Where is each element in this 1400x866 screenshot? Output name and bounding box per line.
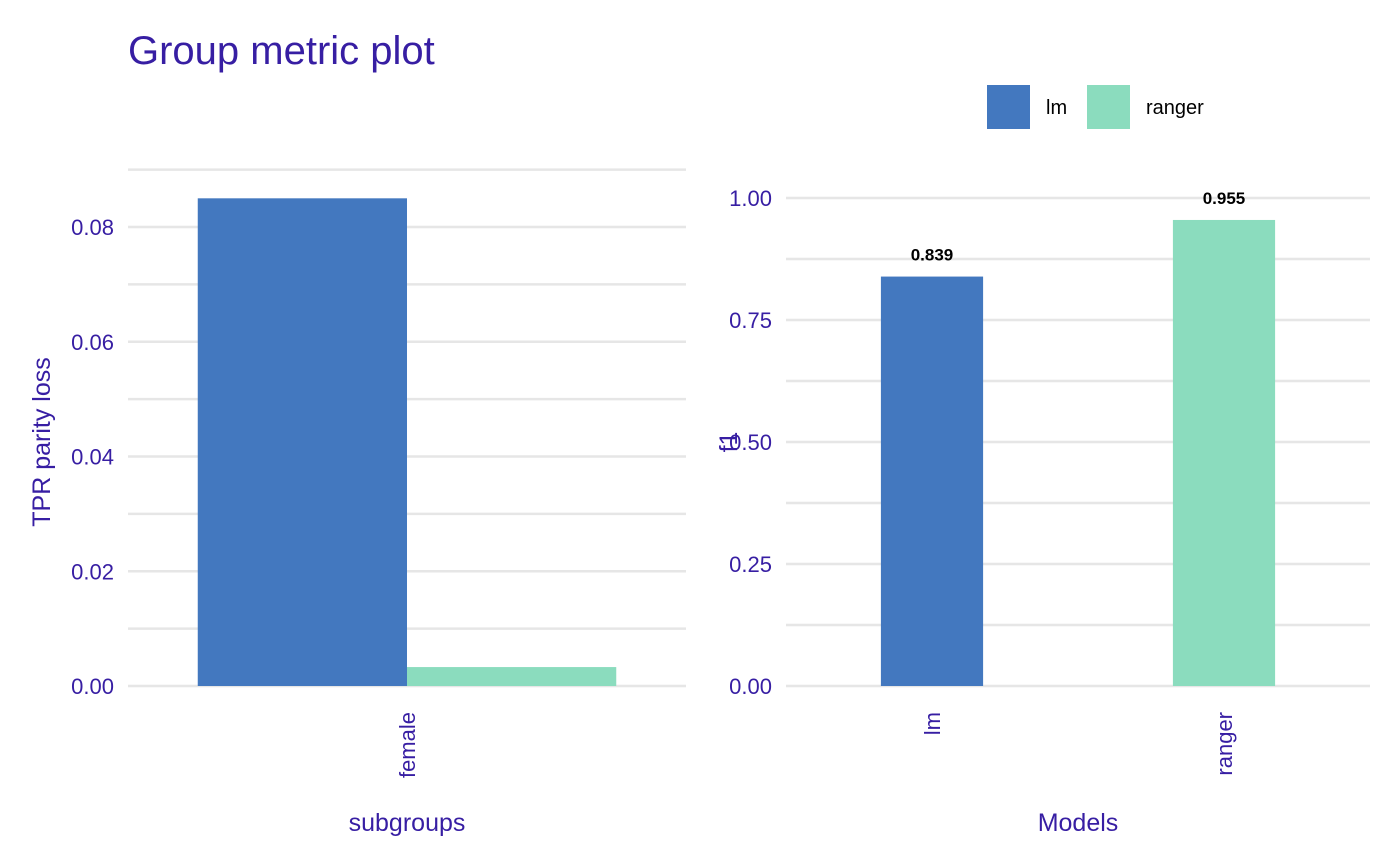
legend-swatch-lm [987,85,1030,129]
bar-lm [880,276,984,686]
y-tick-label: 0.02 [71,559,114,584]
y-tick-label: 1.00 [729,186,772,211]
y-tick-label: 0.25 [729,552,772,577]
y-tick-label: 0.50 [729,430,772,455]
y-tick-label: 0.00 [729,674,772,699]
x-axis-title: subgroups [349,809,466,837]
bar-ranger [1172,219,1276,686]
bar-lm [197,198,407,686]
y-tick-label: 0.04 [71,445,114,470]
x-tick-label: lm [920,712,945,735]
tpr-parity-loss-panel: 0.00 0.02 0.04 0.06 0.08 female TPR parity los… [28,168,686,837]
x-tick-label: female [395,712,420,778]
y-axis-title: f1 [715,432,743,453]
y-tick-label: 0.75 [729,308,772,333]
legend-label-lm: lm [1046,97,1067,119]
x-tick-label: ranger [1212,712,1237,776]
data-label-lm: 0.839 [911,246,954,265]
x-axis-title: Models [1038,809,1119,837]
y-tick-label: 0.08 [71,215,114,240]
data-label-ranger: 0.955 [1203,189,1246,208]
bar-ranger [407,667,617,686]
y-tick-label: 0.06 [71,330,114,355]
legend-label-ranger: ranger [1146,97,1204,119]
y-tick-label: 0.00 [71,674,114,699]
f1-panel: 0.00 0.25 0.50 0.75 1.00 0.839 lm 0.955 ranger f1… [715,186,1370,837]
y-axis-title: TPR parity loss [28,357,56,526]
legend-swatch-ranger [1087,85,1130,129]
legend: lm ranger [987,85,1204,129]
chart-title: Group metric plot [128,29,435,73]
